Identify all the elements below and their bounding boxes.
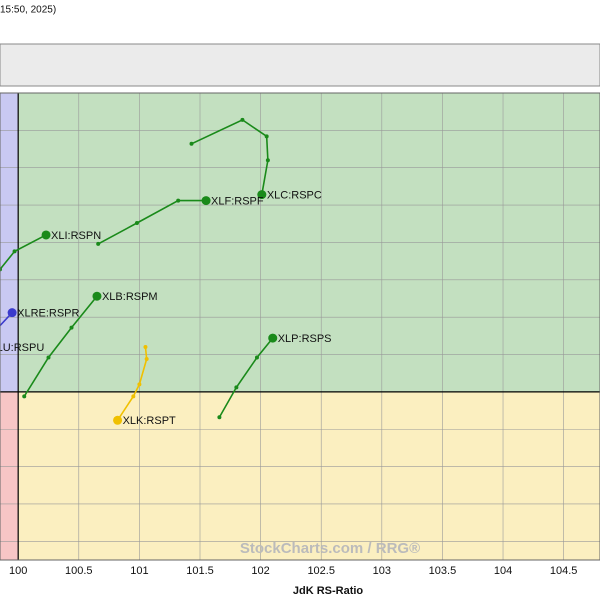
tail-point <box>176 198 181 203</box>
series-label: XLB:RSPM <box>102 291 158 303</box>
tail-point <box>22 394 27 399</box>
head <box>92 291 102 301</box>
tail-point <box>131 394 136 399</box>
x-tick-label: 103 <box>373 565 391 577</box>
tail-point <box>96 241 101 246</box>
series-label: XLP:RSPS <box>278 333 332 345</box>
tail-point <box>264 134 269 139</box>
tail <box>23 295 98 397</box>
x-tick-label: 100 <box>9 565 27 577</box>
tail-point <box>240 117 245 122</box>
x-tick-label: 102 <box>251 565 269 577</box>
x-tick-label: 100.5 <box>65 565 93 577</box>
tail-point <box>189 141 194 146</box>
series-label: XLRE:RSPR <box>17 308 79 320</box>
series-label: XLK:RSPT <box>123 415 176 427</box>
head <box>41 230 51 240</box>
plot-border <box>0 92 600 561</box>
series-label: XLI:RSPN <box>51 230 101 242</box>
head <box>201 196 211 206</box>
tail-point <box>217 415 222 420</box>
head <box>7 308 17 318</box>
quadrant-weakening <box>18 391 600 560</box>
tail-point <box>234 385 239 390</box>
timestamp: 15:50, 2025) <box>0 5 56 16</box>
tail-point <box>254 355 259 360</box>
tail-point <box>46 355 51 360</box>
tail-point <box>143 345 148 350</box>
head <box>113 415 123 425</box>
x-tick-label: 101 <box>130 565 148 577</box>
quadrant-lagging <box>0 391 19 560</box>
x-tick-label: 101.5 <box>186 565 214 577</box>
series-label: XLU:RSPU <box>0 342 44 354</box>
series-label: XLF:RSPF <box>211 196 264 208</box>
toolbar <box>0 43 600 87</box>
head <box>268 333 278 343</box>
x-tick-label: 104 <box>494 565 512 577</box>
tail-point <box>69 325 74 330</box>
tail <box>97 199 207 245</box>
x-tick-label: 104.5 <box>550 565 578 577</box>
x-tick-label: 103.5 <box>429 565 457 577</box>
x-tick-label: 102.5 <box>307 565 335 577</box>
tail <box>218 337 274 418</box>
tail-point <box>265 158 270 163</box>
x-axis-title: JdK RS-Ratio <box>293 585 364 597</box>
tail-point <box>12 249 17 254</box>
head <box>257 190 267 200</box>
series-label: XLC:RSPC <box>267 190 322 202</box>
watermark: StockCharts.com / RRG® <box>240 540 420 557</box>
tail-point <box>144 357 149 362</box>
tail-point <box>137 382 142 387</box>
tail-point <box>134 221 139 226</box>
